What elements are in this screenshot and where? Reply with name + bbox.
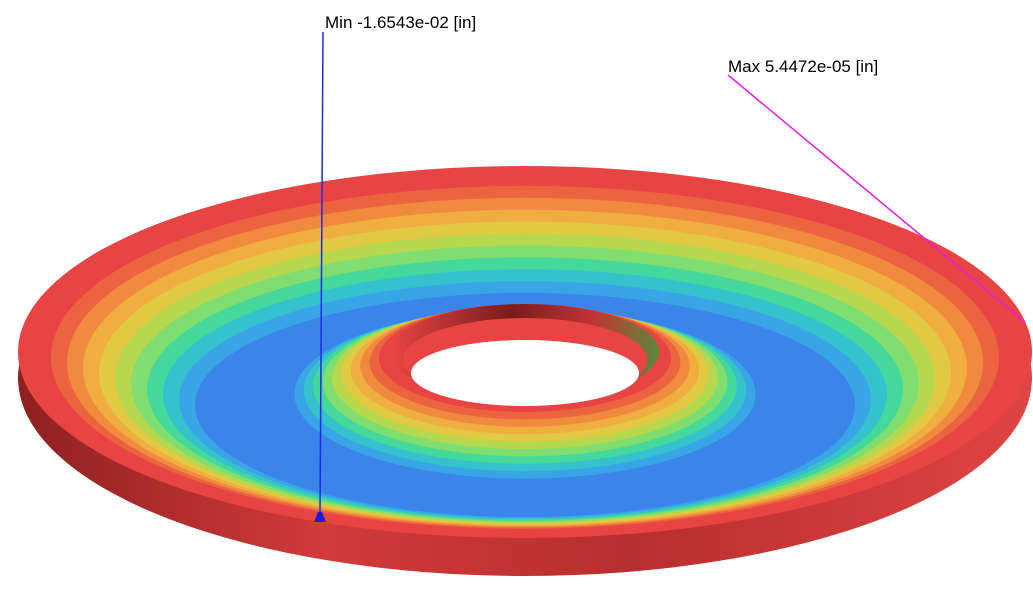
page: Min -1.6543e-02 [in] Max 5.4472e-05 [in]…: [0, 0, 1033, 590]
min-label: Min -1.6543e-02 [in]: [325, 13, 476, 32]
hole: [411, 340, 639, 406]
max-label: Max 5.4472e-05 [in]: [728, 57, 878, 76]
viewport: Min -1.6543e-02 [in] Max 5.4472e-05 [in]: [0, 0, 1033, 590]
